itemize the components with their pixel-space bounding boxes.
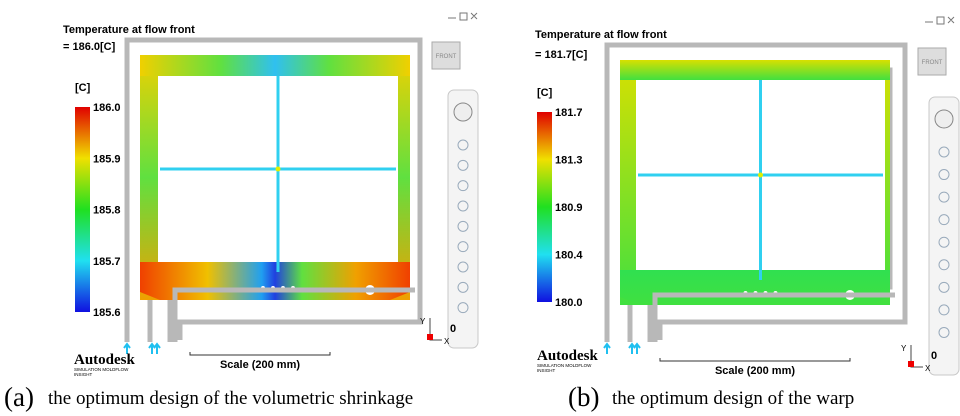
steering-wheel (454, 103, 472, 121)
figure: Temperature at flow front= 186.0[C][C]18… (0, 0, 960, 416)
brand: Autodesk (74, 352, 136, 368)
panel: Temperature at flow front= 181.7[C][C]18… (535, 17, 959, 412)
gate (276, 167, 281, 172)
result-title: Temperature at flow front (63, 24, 195, 36)
brand-sub: INSIGHT (537, 368, 556, 373)
triad-x: X (444, 337, 450, 346)
scale-label: 186.0 (93, 102, 121, 114)
scale-text: Scale (200 mm) (220, 359, 300, 371)
scale-label: 185.8 (93, 205, 121, 217)
triad-0: 0 (931, 350, 937, 362)
inlet-arrow (634, 344, 640, 354)
scale-label: 181.3 (555, 155, 583, 167)
scale-text: Scale (200 mm) (715, 365, 795, 377)
gate (758, 173, 763, 178)
steering-wheel (935, 110, 953, 128)
result-value: = 186.0[C] (63, 41, 116, 53)
scale-bar (190, 352, 330, 355)
front-label: FRONT (922, 60, 943, 66)
window-controls (925, 17, 954, 24)
toolbar (929, 97, 959, 375)
front-label: FRONT (436, 54, 457, 60)
part-top (620, 60, 890, 80)
scale-label: 180.0 (555, 297, 583, 309)
unit: [C] (537, 87, 553, 99)
caption: the optimum design of the warp (612, 388, 854, 409)
color-bar (537, 112, 552, 302)
inlet-arrow (604, 344, 610, 354)
result-title: Temperature at flow front (535, 29, 667, 41)
unit: [C] (75, 82, 91, 94)
window-controls (448, 13, 477, 20)
inlet-arrow (629, 344, 635, 354)
triad-0: 0 (450, 323, 456, 335)
caption: the optimum design of the volumetric shr… (48, 388, 413, 409)
triad-y: Y (901, 344, 907, 353)
scale-label: 185.7 (93, 256, 121, 268)
scale-label: 185.9 (93, 153, 121, 165)
scale-label: 181.7 (555, 107, 583, 119)
panels: Temperature at flow front= 186.0[C][C]18… (4, 13, 959, 412)
triad-z (908, 361, 914, 367)
caption-label: (b) (568, 382, 599, 412)
panel: Temperature at flow front= 186.0[C][C]18… (4, 13, 478, 412)
scale-label: 180.4 (555, 250, 583, 262)
result-value: = 181.7[C] (535, 49, 588, 61)
brand: Autodesk (537, 348, 599, 364)
triad-z (427, 334, 433, 340)
triad-y: Y (420, 317, 426, 326)
inlet-arrow (149, 344, 155, 354)
color-bar (75, 107, 90, 312)
part-top (140, 55, 410, 76)
caption-label: (a) (4, 382, 34, 412)
triad-x: X (925, 364, 931, 373)
scale-bar (660, 358, 850, 361)
scale-label: 180.9 (555, 202, 583, 214)
inlet-arrow (154, 344, 160, 354)
brand-sub: INSIGHT (74, 372, 93, 377)
toolbar (448, 90, 478, 348)
scale-label: 185.6 (93, 307, 121, 319)
